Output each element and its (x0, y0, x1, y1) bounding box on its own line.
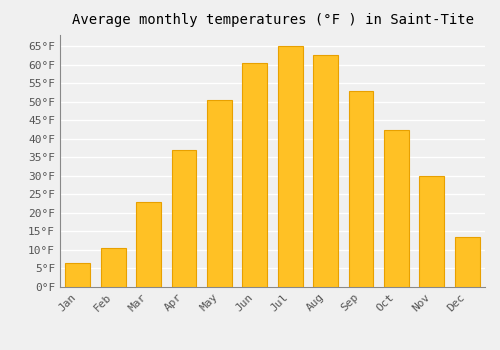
Bar (420, 176, 444, 287)
Bar (136, 202, 161, 287)
Title: Average monthly temperatures (°F ) in Saint-Tite: Average monthly temperatures (°F ) in Sa… (72, 13, 473, 27)
Bar (207, 100, 232, 287)
Bar (313, 55, 338, 287)
Bar (384, 130, 409, 287)
Bar (242, 63, 267, 287)
Bar (348, 91, 374, 287)
Bar (278, 46, 302, 287)
Bar (100, 248, 126, 287)
Bar (172, 150, 196, 287)
Bar (455, 237, 479, 287)
Bar (66, 263, 90, 287)
